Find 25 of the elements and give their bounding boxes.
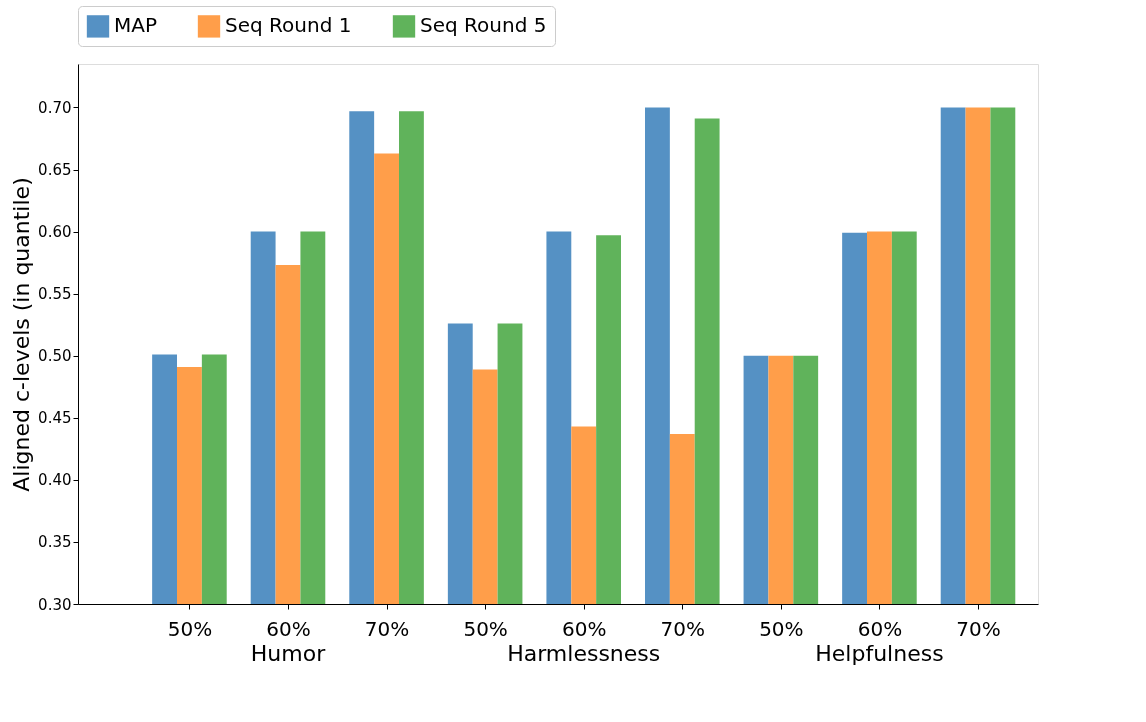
y-axis-title: Aligned c-levels (in quantile) [9,177,35,492]
y-tick-label: 0.35 [38,533,72,552]
y-tick-label: 0.70 [38,98,72,117]
legend-label: MAP [114,13,157,38]
y-tick-label: 0.50 [38,347,72,366]
x-tick-label: 50% [759,616,804,641]
x-tick-label: 70% [364,616,410,641]
legend-label: Seq Round 1 [225,13,352,38]
x-tick-label: 50% [167,616,213,641]
text: Humor [250,641,327,666]
x-tick-label: 70% [956,616,1001,641]
y-tick-label: 0.45 [38,409,72,428]
y-tick-label: 0.40 [38,471,72,490]
y-tick-label: 0.65 [38,161,72,180]
x-tick-label: 50% [463,616,508,641]
text: Helpfulness [815,641,944,666]
x-tick-label: 60% [266,616,311,641]
text: Harmlessness [507,641,661,666]
x-tick-label: 60% [561,616,607,641]
y-tick-label: 0.30 [38,595,72,614]
y-tick-label: 0.60 [38,223,72,242]
x-tick-label: 70% [660,616,706,641]
y-tick-label: 0.55 [38,285,72,304]
x-tick-label: 60% [857,616,903,641]
legend-label: Seq Round 5 [420,13,547,38]
